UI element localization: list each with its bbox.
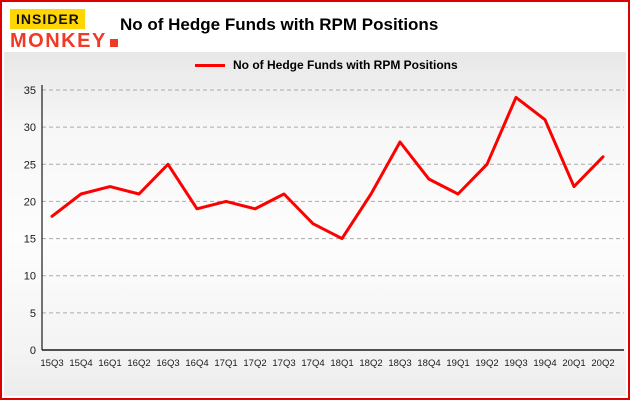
chart-area: 0 5 10 15 20 25 30 35 15Q3 15Q4 16Q1 16Q2 16Q3 16Q4 17… <box>2 80 628 398</box>
logo-insider-text: INSIDER <box>10 9 85 29</box>
x-tick-label: 16Q3 <box>156 358 179 369</box>
x-tick-label: 16Q1 <box>98 358 121 369</box>
y-tick-label: 20 <box>24 196 36 208</box>
y-tick-label: 25 <box>24 159 36 171</box>
x-tick-label: 18Q2 <box>359 358 382 369</box>
x-tick-label: 17Q2 <box>243 358 266 369</box>
insider-monkey-logo: INSIDER MONKEY <box>10 9 118 52</box>
x-tick-label: 19Q2 <box>475 358 498 369</box>
series-line <box>50 95 605 241</box>
page-title: No of Hedge Funds with RPM Positions <box>120 15 439 34</box>
logo-square-icon <box>109 39 118 47</box>
legend-label: No of Hedge Funds with RPM Positions <box>233 58 458 72</box>
y-tick-label: 35 <box>24 85 36 97</box>
line-chart: 0 5 10 15 20 25 30 35 15Q3 15Q4 16Q1 16Q2 16Q3 16Q4 17… <box>24 85 624 369</box>
chart-header: INSIDER MONKEY No of Hedge Funds with RP… <box>2 2 628 54</box>
x-tick-label: 19Q4 <box>533 358 556 369</box>
x-tick-label: 20Q1 <box>562 358 585 369</box>
x-tick-label: 19Q3 <box>504 358 527 369</box>
legend-line-swatch <box>195 63 225 67</box>
logo-monkey-label: MONKEY <box>10 30 107 52</box>
x-tick-label: 17Q1 <box>214 358 237 369</box>
x-tick-label: 17Q3 <box>272 358 295 369</box>
x-tick-label: 18Q4 <box>417 358 440 369</box>
x-tick-label: 20Q2 <box>591 358 614 369</box>
x-tick-label: 15Q3 <box>40 358 63 369</box>
logo-monkey-text: MONKEY <box>10 30 118 52</box>
y-tick-label: 5 <box>30 308 36 320</box>
x-tick-label: 18Q3 <box>388 358 411 369</box>
y-tick-label: 15 <box>24 234 36 246</box>
x-tick-label: 16Q2 <box>127 358 150 369</box>
x-tick-label: 17Q4 <box>301 358 324 369</box>
x-tick-label: 16Q4 <box>185 358 208 369</box>
x-tick-label: 19Q1 <box>446 358 469 369</box>
y-tick-label: 0 <box>30 345 36 357</box>
x-tick-label: 15Q4 <box>69 358 92 369</box>
y-tick-label: 30 <box>24 122 36 134</box>
legend: No of Hedge Funds with RPM Positions <box>195 58 458 72</box>
x-tick-label: 18Q1 <box>330 358 353 369</box>
y-tick-label: 10 <box>24 271 36 283</box>
